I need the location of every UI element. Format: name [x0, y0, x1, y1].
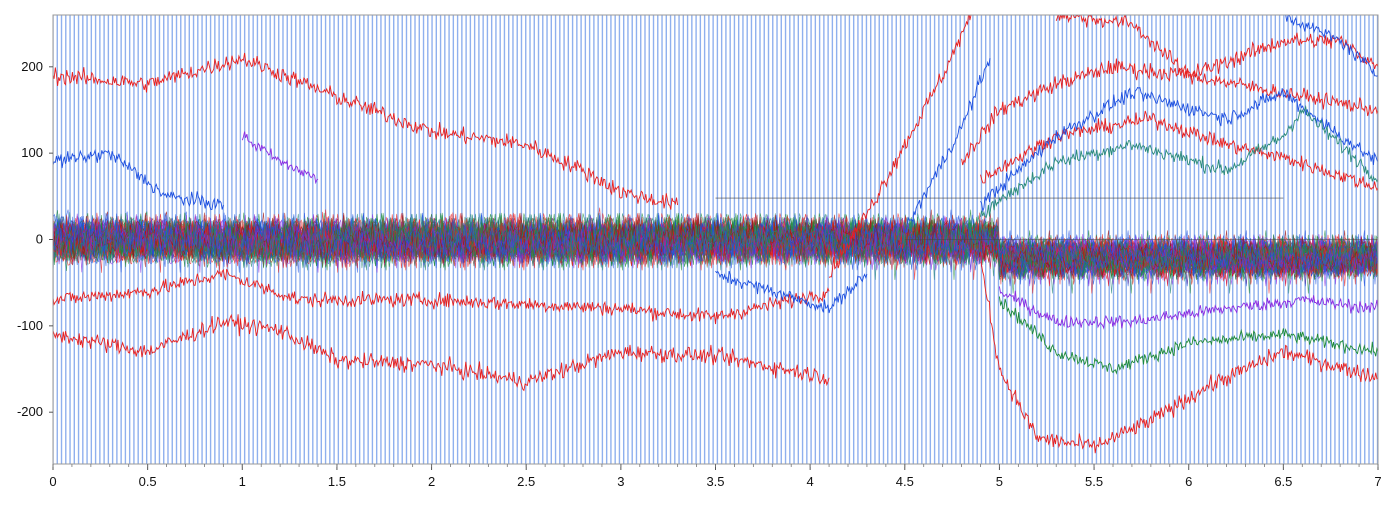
noise-band-trace — [53, 209, 1378, 278]
x-tick-label: 3 — [617, 474, 624, 489]
series-line-0 — [53, 52, 679, 210]
x-tick-label: 2.5 — [517, 474, 535, 489]
y-tick-label: 200 — [21, 59, 43, 74]
series-line-7 — [1055, 15, 1378, 117]
y-tick-label: -200 — [17, 404, 43, 419]
noise-band — [53, 197, 1378, 294]
x-tick-label: 1.5 — [328, 474, 346, 489]
series-line-13 — [980, 104, 1378, 219]
x-tick-label: 1 — [239, 474, 246, 489]
series-line-9 — [904, 58, 991, 234]
series-line-2 — [53, 268, 830, 325]
x-tick-label: 4 — [807, 474, 814, 489]
x-tick-label: 6.5 — [1274, 474, 1292, 489]
axes: 0 0.5 1 1.5 2 2.5 3 3.5 4 4.5 5 5.5 6 6.5 7 -200 -100 0 10… — [17, 59, 1382, 489]
series-group — [53, 15, 1378, 454]
x-tick-label: 7 — [1374, 474, 1381, 489]
series-line-10 — [980, 86, 1378, 213]
x-tick-label: 3.5 — [706, 474, 724, 489]
y-tick-label: -100 — [17, 318, 43, 333]
series-line-8 — [53, 149, 224, 211]
x-tick-label: 2 — [428, 474, 435, 489]
x-tick-label: 6 — [1185, 474, 1192, 489]
x-tick-label: 0 — [49, 474, 56, 489]
series-line-12 — [1285, 15, 1378, 77]
series-line-6 — [980, 110, 1378, 191]
x-tick-label: 5.5 — [1085, 474, 1103, 489]
series-line-4 — [980, 251, 1378, 454]
series-line-5 — [961, 32, 1378, 166]
series-line-11 — [715, 270, 868, 314]
series-line-15 — [241, 131, 319, 185]
noise-band-trace — [53, 215, 1378, 276]
series-line-14 — [998, 296, 1378, 375]
series-line-16 — [998, 286, 1378, 330]
series-line-1 — [53, 313, 830, 392]
x-tick-label: 5 — [996, 474, 1003, 489]
series-line-3 — [828, 15, 972, 278]
y-tick-label: 100 — [21, 145, 43, 160]
noise-band-trace — [53, 213, 1378, 282]
y-tick-label: 0 — [36, 232, 43, 247]
x-tick-label: 4.5 — [896, 474, 914, 489]
x-tick-label: 0.5 — [139, 474, 157, 489]
